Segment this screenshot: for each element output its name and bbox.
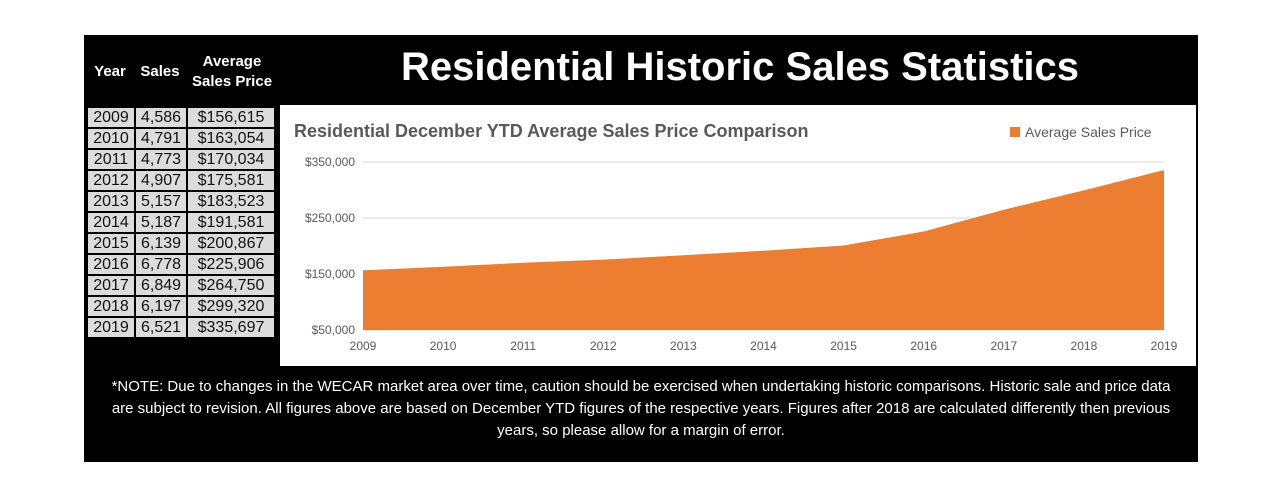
- x-tick-label: 2012: [590, 339, 617, 353]
- cell-year: 2017: [86, 274, 136, 297]
- legend-label: Average Sales Price: [1025, 124, 1152, 140]
- cell-year: 2016: [86, 253, 136, 276]
- x-tick-label: 2017: [990, 339, 1017, 353]
- table-row: 2014 5,187 $191,581: [86, 211, 276, 234]
- cell-year: 2011: [86, 148, 136, 171]
- page-title: Residential Historic Sales Statistics: [400, 45, 1080, 89]
- x-tick-label: 2011: [510, 339, 536, 353]
- table-row: 2017 6,849 $264,750: [86, 274, 276, 297]
- cell-year: 2009: [86, 106, 136, 129]
- cell-sales: 6,778: [134, 253, 188, 276]
- disclaimer-note: *NOTE: Due to changes in the WECAR marke…: [111, 378, 1171, 439]
- x-tick-label: 2010: [430, 339, 457, 353]
- table-row: 2019 6,521 $335,697: [86, 316, 276, 339]
- table-row: 2018 6,197 $299,320: [86, 295, 276, 318]
- cell-sales: 6,849: [134, 274, 188, 297]
- table-row: 2010 4,791 $163,054: [86, 127, 276, 150]
- chart-svg: Residential December YTD Average Sales P…: [294, 121, 1178, 353]
- cell-price: $264,750: [186, 274, 276, 297]
- cell-sales: 6,139: [134, 232, 188, 255]
- cell-price: $183,523: [186, 190, 276, 213]
- cell-price: $335,697: [186, 316, 276, 339]
- table-row: 2016 6,778 $225,906: [86, 253, 276, 276]
- y-tick-label: $250,000: [305, 211, 355, 225]
- x-tick-label: 2009: [350, 339, 377, 353]
- y-tick-label: $150,000: [305, 267, 355, 281]
- cell-year: 2012: [86, 169, 136, 192]
- cell-year: 2010: [86, 127, 136, 150]
- table-row: 2009 4,586 $156,615: [86, 106, 276, 129]
- x-tick-label: 2013: [670, 339, 697, 353]
- table-row: 2013 5,157 $183,523: [86, 190, 276, 213]
- cell-year: 2018: [86, 295, 136, 318]
- header-price: Average Sales Price: [191, 53, 273, 90]
- cell-price: $163,054: [186, 127, 276, 150]
- y-tick-label: $50,000: [312, 323, 356, 337]
- table-row: 2011 4,773 $170,034: [86, 148, 276, 171]
- cell-price: $156,615: [186, 106, 276, 129]
- cell-year: 2015: [86, 232, 136, 255]
- cell-sales: 5,157: [134, 190, 188, 213]
- cell-price: $299,320: [186, 295, 276, 318]
- cell-year: 2013: [86, 190, 136, 213]
- cell-price: $200,867: [186, 232, 276, 255]
- cell-price: $175,581: [186, 169, 276, 192]
- chart: Residential December YTD Average Sales P…: [280, 105, 1196, 366]
- x-tick-label: 2014: [750, 339, 777, 353]
- x-tick-label: 2015: [830, 339, 857, 353]
- cell-price: $170,034: [186, 148, 276, 171]
- cell-sales: 4,586: [134, 106, 188, 129]
- cell-year: 2014: [86, 211, 136, 234]
- header-sales: Sales: [140, 63, 180, 80]
- cell-sales: 6,197: [134, 295, 188, 318]
- cell-price: $191,581: [186, 211, 276, 234]
- cell-year: 2019: [86, 316, 136, 339]
- chart-title: Residential December YTD Average Sales P…: [294, 121, 809, 141]
- x-tick-label: 2016: [910, 339, 937, 353]
- legend-swatch: [1010, 127, 1020, 137]
- cell-sales: 6,521: [134, 316, 188, 339]
- table-row: 2012 4,907 $175,581: [86, 169, 276, 192]
- y-tick-label: $350,000: [305, 155, 355, 169]
- area-series: [363, 170, 1164, 330]
- cell-price: $225,906: [186, 253, 276, 276]
- x-tick-label: 2018: [1071, 339, 1098, 353]
- cell-sales: 4,907: [134, 169, 188, 192]
- cell-sales: 5,187: [134, 211, 188, 234]
- header-year: Year: [94, 63, 126, 80]
- stats-table: 2009 4,586 $156,615 2010 4,791 $163,054 2011 4,…: [86, 106, 276, 339]
- x-tick-label: 2019: [1151, 339, 1178, 353]
- table-row: 2015 6,139 $200,867: [86, 232, 276, 255]
- cell-sales: 4,773: [134, 148, 188, 171]
- cell-sales: 4,791: [134, 127, 188, 150]
